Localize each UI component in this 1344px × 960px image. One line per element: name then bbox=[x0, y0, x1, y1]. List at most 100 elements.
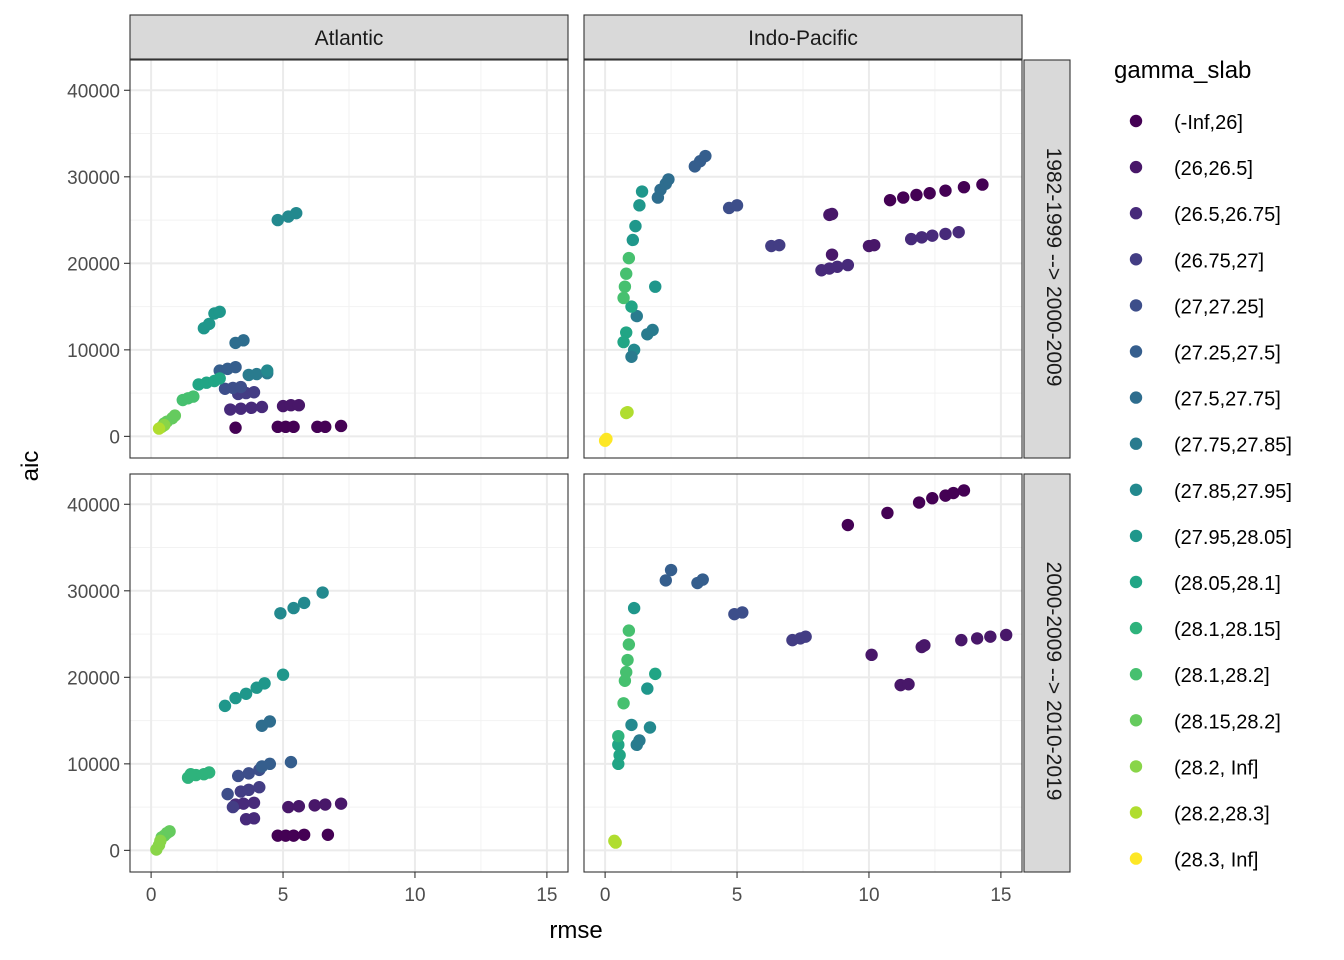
data-point bbox=[229, 691, 242, 705]
y-tick-label: 20000 bbox=[67, 254, 120, 275]
x-tick-label: 15 bbox=[990, 885, 1011, 906]
data-point bbox=[955, 633, 968, 647]
y-tick-label: 0 bbox=[109, 841, 120, 862]
data-point bbox=[730, 199, 744, 212]
data-point bbox=[242, 783, 255, 797]
legend-key bbox=[1129, 207, 1143, 220]
data-point bbox=[622, 638, 636, 651]
data-point bbox=[926, 229, 939, 242]
data-point bbox=[253, 781, 266, 794]
legend-entry-label: (27.25,27.5] bbox=[1174, 343, 1281, 365]
data-point bbox=[970, 632, 984, 645]
data-point bbox=[918, 639, 931, 652]
data-point bbox=[226, 800, 240, 814]
legend-key bbox=[1129, 483, 1143, 496]
data-point bbox=[868, 238, 881, 252]
facet-row-strip bbox=[1023, 59, 1071, 459]
facet-panel-2 bbox=[583, 59, 1023, 459]
data-point bbox=[799, 630, 812, 643]
legend-entry-label: (28.2,28.3] bbox=[1174, 804, 1270, 826]
legend-key bbox=[1129, 391, 1143, 404]
y-tick-label: 20000 bbox=[67, 668, 120, 689]
data-point bbox=[641, 682, 654, 695]
data-point bbox=[247, 386, 261, 399]
x-tick-label: 5 bbox=[278, 885, 289, 906]
data-point bbox=[659, 574, 672, 587]
data-point bbox=[334, 419, 348, 433]
data-point bbox=[276, 668, 290, 681]
data-point bbox=[234, 380, 248, 394]
data-point bbox=[629, 219, 642, 233]
data-point bbox=[234, 402, 248, 415]
data-point bbox=[651, 191, 665, 204]
data-point bbox=[202, 317, 216, 331]
data-point bbox=[618, 280, 632, 293]
legend-entry-label: (26.5,26.75] bbox=[1174, 204, 1281, 226]
data-point bbox=[274, 607, 287, 620]
facet-column-label: Atlantic bbox=[315, 27, 384, 50]
facet-panel-3: 0 10000 20000 30000 40000 0 5 10 15 bbox=[67, 473, 569, 906]
data-point bbox=[633, 199, 646, 212]
legend-entry-label: (28.3, Inf] bbox=[1174, 850, 1259, 872]
y-axis-title: aic bbox=[17, 451, 44, 482]
data-point bbox=[221, 787, 234, 801]
data-point bbox=[643, 721, 657, 734]
y-tick-label: 30000 bbox=[67, 168, 120, 189]
x-tick-label: 10 bbox=[404, 885, 425, 906]
data-point bbox=[237, 797, 250, 810]
legend-entry-label: (28.15,28.2] bbox=[1174, 711, 1281, 733]
data-point bbox=[218, 699, 232, 713]
legend-key bbox=[1129, 160, 1143, 174]
data-point bbox=[263, 715, 277, 728]
panel-border bbox=[583, 59, 1023, 459]
data-point bbox=[699, 149, 712, 163]
data-point bbox=[952, 225, 965, 239]
data-point bbox=[287, 829, 300, 842]
data-point bbox=[290, 206, 303, 220]
data-point bbox=[633, 734, 646, 747]
data-point bbox=[282, 800, 295, 814]
data-point bbox=[255, 400, 269, 414]
panel-border bbox=[129, 473, 569, 873]
y-tick-label: 10000 bbox=[67, 341, 120, 362]
data-point bbox=[600, 432, 613, 446]
data-point bbox=[250, 367, 263, 381]
y-tick-label: 40000 bbox=[67, 495, 120, 516]
legend-entry-label: (27.5,27.75] bbox=[1174, 389, 1281, 411]
chart-root: Atlantic Indo-Pacific 1982-1999 --> 2000-2… bbox=[17, 14, 1292, 944]
data-point bbox=[184, 768, 197, 781]
data-point bbox=[263, 757, 277, 771]
data-point bbox=[841, 258, 855, 272]
data-point bbox=[213, 372, 226, 385]
data-point bbox=[939, 227, 952, 241]
y-tick-label: 40000 bbox=[67, 81, 120, 102]
legend-entry-label: (-Inf,26] bbox=[1174, 112, 1243, 134]
data-point bbox=[939, 184, 952, 197]
data-point bbox=[662, 173, 675, 186]
legend-key bbox=[1129, 575, 1143, 589]
data-point bbox=[242, 767, 255, 780]
legend-key bbox=[1129, 621, 1143, 635]
data-point bbox=[213, 305, 226, 318]
data-point bbox=[618, 674, 632, 687]
data-point bbox=[321, 828, 335, 841]
data-point bbox=[957, 484, 971, 497]
data-point bbox=[617, 291, 630, 305]
data-point bbox=[625, 300, 638, 313]
legend-entry-label: (28.1,28.2] bbox=[1174, 665, 1270, 687]
legend-key bbox=[1129, 529, 1143, 543]
data-point bbox=[664, 563, 678, 577]
data-point bbox=[957, 180, 971, 194]
data-point bbox=[258, 677, 271, 690]
data-point bbox=[915, 231, 928, 244]
data-point bbox=[825, 207, 839, 221]
legend-entry-label: (27.85,27.95] bbox=[1174, 481, 1292, 503]
data-point bbox=[261, 364, 274, 377]
legend-entry-label: (26,26.5] bbox=[1174, 158, 1253, 180]
legend-entry-label: (28.05,28.1] bbox=[1174, 573, 1281, 595]
data-point bbox=[247, 812, 261, 825]
legend-key bbox=[1129, 852, 1143, 865]
data-point bbox=[231, 769, 245, 783]
data-point bbox=[247, 796, 261, 809]
data-point bbox=[641, 328, 654, 341]
